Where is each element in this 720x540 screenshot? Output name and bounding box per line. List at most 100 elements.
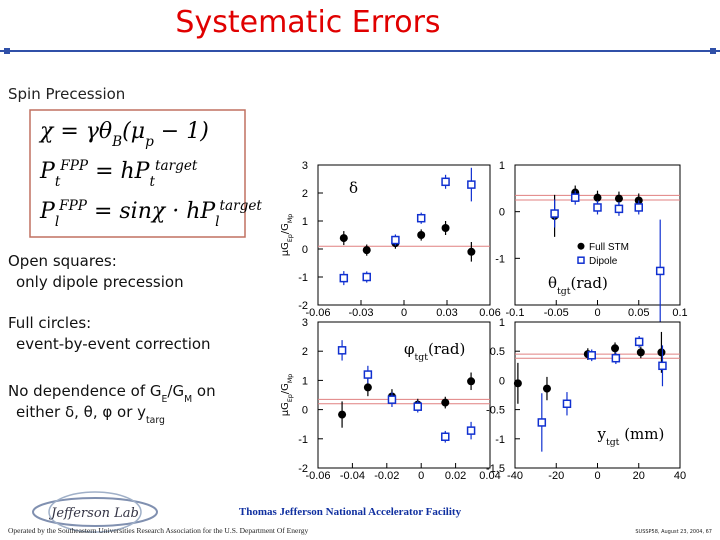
text-part: Mp — [287, 374, 294, 383]
x-tick-label: 0 — [594, 307, 600, 319]
data-point — [570, 193, 580, 202]
x-tick-label: -0.02 — [374, 470, 399, 482]
notes: Open squares: only dipole precession Full … — [8, 252, 216, 426]
data-point — [391, 235, 400, 245]
text-part: l — [215, 214, 219, 230]
text-part: targ — [146, 415, 165, 426]
equation: PtFPP = hPttarget — [39, 158, 198, 190]
data-point — [339, 234, 348, 243]
data-point — [634, 203, 643, 212]
text-part: event-by-event correction — [16, 335, 211, 353]
chart: -40 -20 0 20 40 -1.5 -1 -0.5 0 0.5 1 ytgt (mm) — [486, 317, 686, 482]
data-point — [614, 194, 623, 203]
legend-label: Full STM — [589, 242, 629, 253]
equation: PlFPP = sinχ · hPltarget — [39, 198, 262, 230]
y-tick-label: 1 — [302, 375, 308, 387]
x-tick-label: 0.04 — [479, 470, 500, 482]
y-tick-label: 0 — [499, 375, 505, 387]
text-part: E — [162, 394, 168, 405]
text-part: Ep — [287, 394, 294, 402]
text-part: P — [39, 199, 56, 224]
y-tick-label: -1 — [495, 253, 505, 265]
data-point — [611, 353, 621, 363]
text-part: /G — [280, 383, 291, 394]
data-point — [537, 418, 547, 427]
charts: -0.06 -0.03 0 0.03 0.06-2-10123μGEp/GMpδ-0.1… — [280, 160, 688, 482]
x-tick-label: -20 — [548, 470, 564, 482]
data-point — [441, 398, 450, 407]
text-part: φ — [404, 340, 415, 358]
text-part: target — [220, 198, 263, 214]
text-part: either δ, θ, φ or y — [16, 403, 146, 421]
note-line: event-by-event correction — [16, 335, 211, 353]
data-point — [634, 337, 644, 347]
logo-ring — [48, 491, 142, 533]
data-point — [542, 384, 551, 393]
text-part: P — [39, 159, 56, 184]
y-tick-label: 0.5 — [490, 346, 505, 358]
y-axis-label: μGEp/GMp — [280, 374, 294, 416]
y-tick-label: 1 — [499, 160, 505, 172]
logo-text: Jefferson Lab — [48, 506, 139, 521]
text-part: (μ — [122, 119, 145, 144]
x-tick-label: 0.05 — [628, 307, 649, 319]
data-point — [338, 410, 347, 419]
text-part: t — [150, 174, 156, 190]
y-tick-label: 0 — [499, 207, 505, 219]
legend-marker — [577, 256, 585, 264]
text-part: B — [111, 134, 122, 150]
data-point — [657, 348, 666, 357]
data-point — [387, 395, 397, 404]
x-tick-label: 0 — [401, 307, 407, 319]
text-part: l — [55, 214, 59, 230]
y-tick-label: 3 — [302, 160, 308, 172]
data-point — [611, 344, 620, 353]
data-point — [655, 266, 665, 276]
text-part: p — [145, 134, 154, 150]
text-part: tgt — [415, 352, 429, 363]
y-tick-label: 0 — [302, 244, 308, 256]
y-tick-label: 1 — [499, 317, 505, 329]
text-part: /G — [280, 223, 291, 234]
data-point — [441, 177, 450, 187]
logo: Jefferson Lab — [32, 491, 158, 533]
y-axis-label: μGEp/GMp — [280, 214, 294, 256]
annotation: θtgt(rad) — [548, 274, 608, 297]
note-line: either δ, θ, φ or ytarg — [16, 403, 165, 426]
data-point — [441, 432, 450, 442]
x-tick-label: -0.05 — [544, 307, 569, 319]
y-tick-label: -1.5 — [486, 463, 505, 475]
text-part: y — [597, 425, 607, 443]
data-point — [593, 203, 602, 212]
text-part: Mp — [287, 214, 294, 223]
data-point — [614, 204, 624, 214]
data-point — [593, 193, 602, 202]
text-part: (mm) — [619, 425, 664, 443]
text-part: FPP — [59, 158, 89, 174]
data-point — [416, 213, 426, 223]
x-tick-label: -40 — [507, 470, 523, 482]
x-tick-label: 0.1 — [672, 307, 687, 319]
x-tick-label: 0.03 — [436, 307, 457, 319]
annotation: φtgt(rad) — [404, 340, 465, 363]
y-tick-label: -2 — [298, 300, 308, 312]
data-point — [441, 224, 450, 232]
text-part: only dipole precession — [16, 273, 184, 291]
text-part: target — [155, 158, 198, 174]
data-point — [467, 247, 476, 256]
data-point — [562, 399, 572, 409]
x-tick-label: 0 — [418, 470, 424, 482]
data-point — [339, 273, 349, 283]
text-part: χ = γθ — [38, 119, 112, 144]
slide-ref: SUSSP58, August 23, 2004, 67 — [635, 529, 712, 535]
slide-title: Systematic Errors — [175, 5, 440, 40]
x-tick-label: -0.06 — [305, 470, 330, 482]
y-tick-label: 3 — [302, 317, 308, 329]
text-part: M — [184, 394, 192, 405]
data-point — [467, 377, 476, 386]
x-tick-label: -0.04 — [340, 470, 365, 482]
text-part: /G — [167, 382, 184, 400]
